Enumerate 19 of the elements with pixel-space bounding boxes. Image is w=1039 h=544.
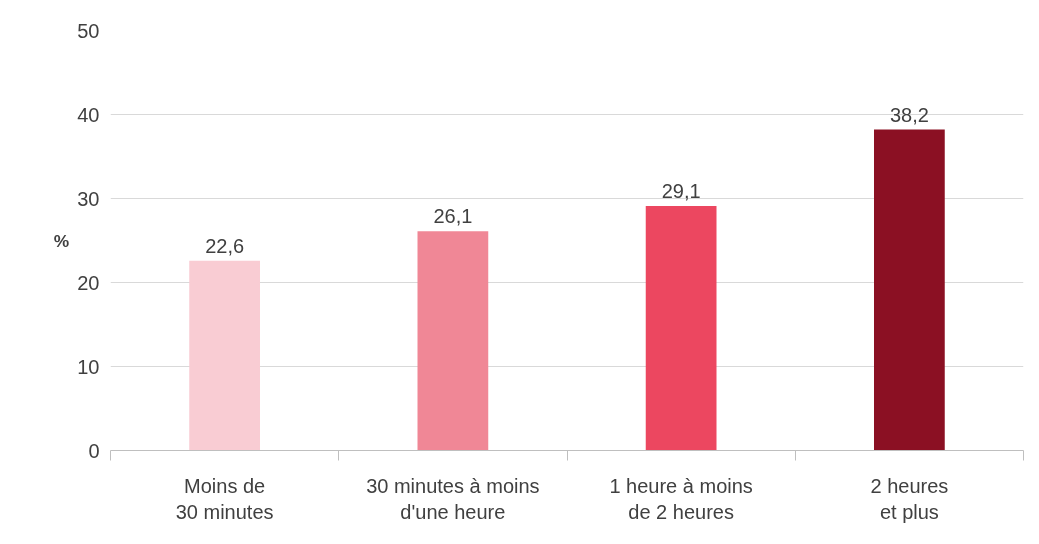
y-tick-label: 0 [88, 439, 100, 462]
x-tick-label: Moins de 30 minutes [175, 474, 274, 523]
x-tick-label: 2 heures et plus [870, 474, 949, 523]
bar [874, 129, 945, 451]
data-label: 38,2 [889, 103, 929, 126]
data-label: 26,1 [433, 205, 473, 228]
y-tick-label: 30 [77, 187, 100, 210]
y-axis-title: % [53, 230, 70, 251]
y-tick-label: 40 [77, 103, 100, 126]
bar [417, 231, 489, 451]
y-tick-label: 10 [77, 355, 100, 378]
x-tick-label: 1 heure à moins de 2 heures [609, 474, 753, 523]
bar [189, 260, 260, 451]
data-label: 29,1 [661, 180, 701, 203]
bar [645, 206, 717, 451]
y-tick-label: 20 [77, 271, 100, 294]
x-tick-label: 30 minutes à moins d'une heure [366, 474, 540, 523]
y-tick-label: 50 [77, 19, 100, 42]
data-label: 22,6 [205, 234, 245, 257]
